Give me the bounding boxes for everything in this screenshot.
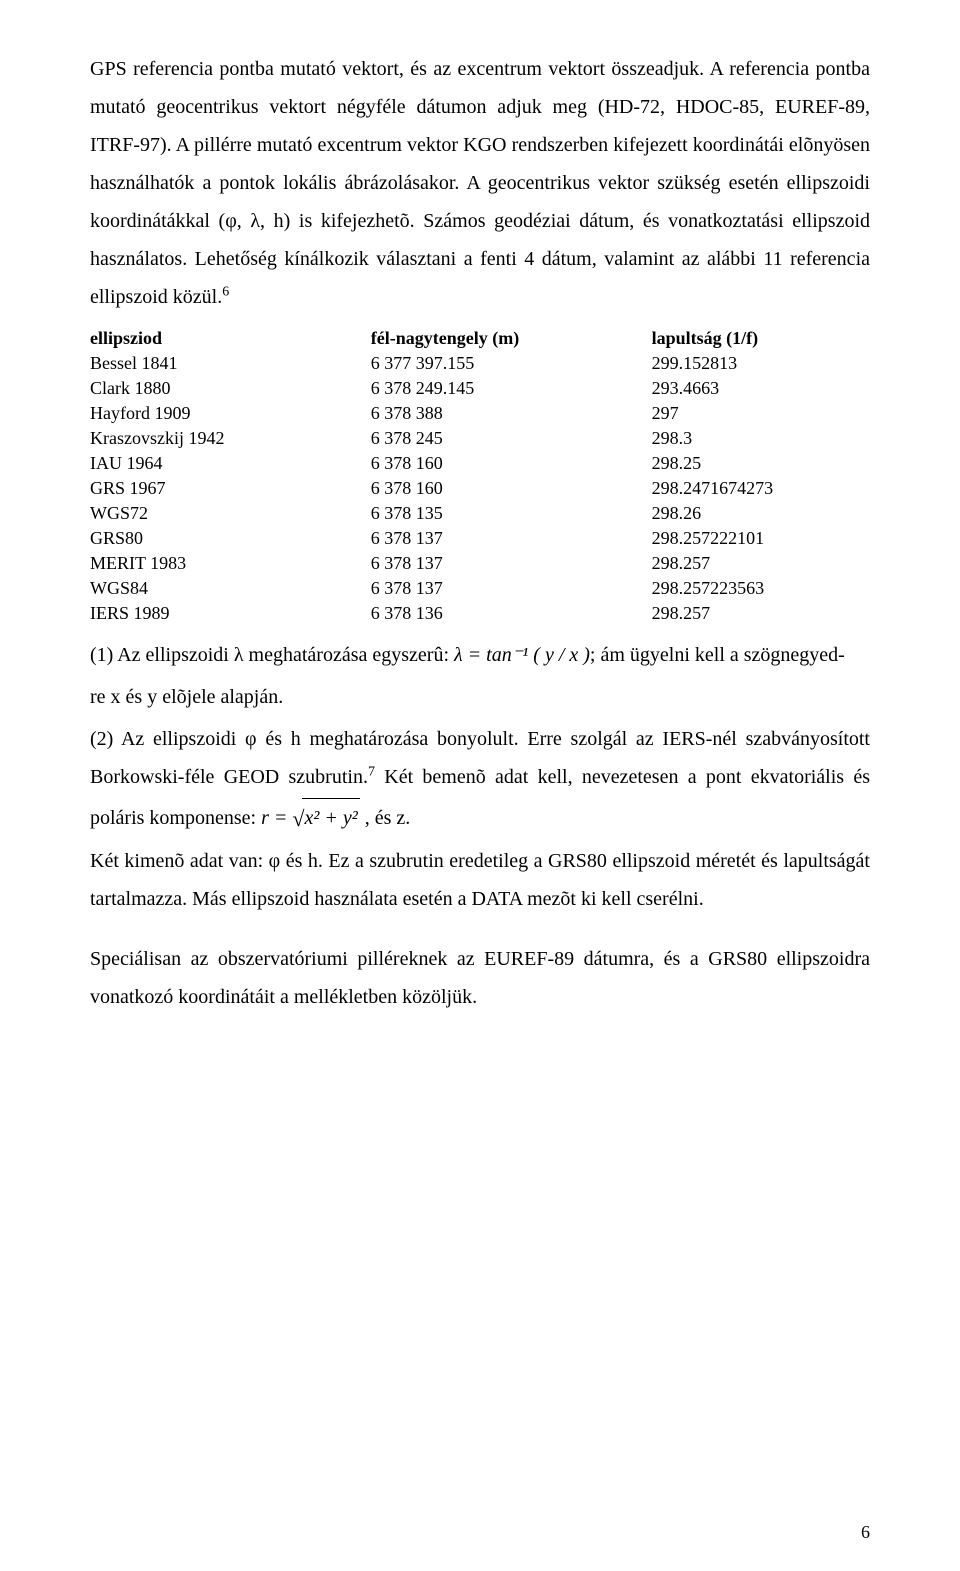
paragraph-4: Két kimenõ adat van: φ és h. Ez a szubru… xyxy=(90,842,870,918)
cell-axis: 6 378 135 xyxy=(371,501,652,526)
table-row: Clark 1880 6 378 249.145 293.4663 xyxy=(90,376,870,401)
cell-axis: 6 378 137 xyxy=(371,526,652,551)
cell-axis: 6 378 160 xyxy=(371,476,652,501)
paragraph-intro-text: GPS referencia pontba mutató vektort, és… xyxy=(90,58,870,308)
page-number: 6 xyxy=(861,1522,870,1543)
table-row: GRS 1967 6 378 160 298.2471674273 xyxy=(90,476,870,501)
cell-flat: 298.25 xyxy=(652,451,870,476)
cell-axis: 6 378 245 xyxy=(371,426,652,451)
equation-1-line: (1) Az ellipszoidi λ meghatározása egysz… xyxy=(90,636,870,674)
paragraph-2: re x és y elõjele alapján. xyxy=(90,678,870,716)
table-row: Bessel 1841 6 377 397.155 299.152813 xyxy=(90,351,870,376)
paragraph-3c: , és z. xyxy=(360,807,411,829)
table-row: GRS80 6 378 137 298.257222101 xyxy=(90,526,870,551)
cell-flat: 298.257223563 xyxy=(652,576,870,601)
cell-flat: 298.257222101 xyxy=(652,526,870,551)
radical-sign: √ xyxy=(292,806,304,831)
footnote-ref-7: 7 xyxy=(368,764,375,779)
table-header-row: ellipsziod fél-nagytengely (m) lapultság… xyxy=(90,326,870,351)
cell-axis: 6 378 249.145 xyxy=(371,376,652,401)
cell-name: Hayford 1909 xyxy=(90,401,371,426)
cell-axis: 6 378 160 xyxy=(371,451,652,476)
equation-1-formula: λ = tan⁻¹ ( y / x ) xyxy=(454,644,590,666)
paragraph-intro: GPS referencia pontba mutató vektort, és… xyxy=(90,50,870,316)
cell-flat: 298.2471674273 xyxy=(652,476,870,501)
cell-flat: 298.257 xyxy=(652,601,870,626)
cell-flat: 298.3 xyxy=(652,426,870,451)
table-row: IAU 1964 6 378 160 298.25 xyxy=(90,451,870,476)
cell-name: IERS 1989 xyxy=(90,601,371,626)
cell-name: MERIT 1983 xyxy=(90,551,371,576)
cell-flat: 299.152813 xyxy=(652,351,870,376)
table-row: MERIT 1983 6 378 137 298.257 xyxy=(90,551,870,576)
table-row: IERS 1989 6 378 136 298.257 xyxy=(90,601,870,626)
cell-axis: 6 378 137 xyxy=(371,551,652,576)
document-page: GPS referencia pontba mutató vektort, és… xyxy=(0,0,960,1571)
header-flat: lapultság (1/f) xyxy=(652,326,870,351)
table-row: WGS72 6 378 135 298.26 xyxy=(90,501,870,526)
cell-name: Kraszovszkij 1942 xyxy=(90,426,371,451)
cell-name: WGS84 xyxy=(90,576,371,601)
table-row: Kraszovszkij 1942 6 378 245 298.3 xyxy=(90,426,870,451)
cell-flat: 298.257 xyxy=(652,551,870,576)
table-row: Hayford 1909 6 378 388 297 xyxy=(90,401,870,426)
cell-name: GRS 1967 xyxy=(90,476,371,501)
footnote-ref-6: 6 xyxy=(222,284,229,299)
equation-1-prefix: (1) Az ellipszoidi λ meghatározása egysz… xyxy=(90,644,454,666)
equation-r-prefix: r = xyxy=(261,807,292,829)
header-axis: fél-nagytengely (m) xyxy=(371,326,652,351)
cell-axis: 6 378 136 xyxy=(371,601,652,626)
cell-axis: 6 377 397.155 xyxy=(371,351,652,376)
cell-name: IAU 1964 xyxy=(90,451,371,476)
paragraph-5: Speciálisan az obszervatóriumi pillérekn… xyxy=(90,940,870,1016)
cell-flat: 298.26 xyxy=(652,501,870,526)
cell-axis: 6 378 137 xyxy=(371,576,652,601)
cell-flat: 297 xyxy=(652,401,870,426)
paragraph-3: (2) Az ellipszoidi φ és h meghatározása … xyxy=(90,720,870,838)
header-name: ellipsziod xyxy=(90,326,371,351)
equation-r-root: x² + y² xyxy=(302,798,359,837)
cell-name: GRS80 xyxy=(90,526,371,551)
radicand-text: x² + y² xyxy=(304,807,357,829)
cell-axis: 6 378 388 xyxy=(371,401,652,426)
cell-name: Clark 1880 xyxy=(90,376,371,401)
cell-name: Bessel 1841 xyxy=(90,351,371,376)
cell-name: WGS72 xyxy=(90,501,371,526)
cell-flat: 293.4663 xyxy=(652,376,870,401)
equation-1-suffix: ; ám ügyelni kell a szögnegyed- xyxy=(590,644,845,666)
ellipsoid-table: ellipsziod fél-nagytengely (m) lapultság… xyxy=(90,326,870,626)
table-row: WGS84 6 378 137 298.257223563 xyxy=(90,576,870,601)
